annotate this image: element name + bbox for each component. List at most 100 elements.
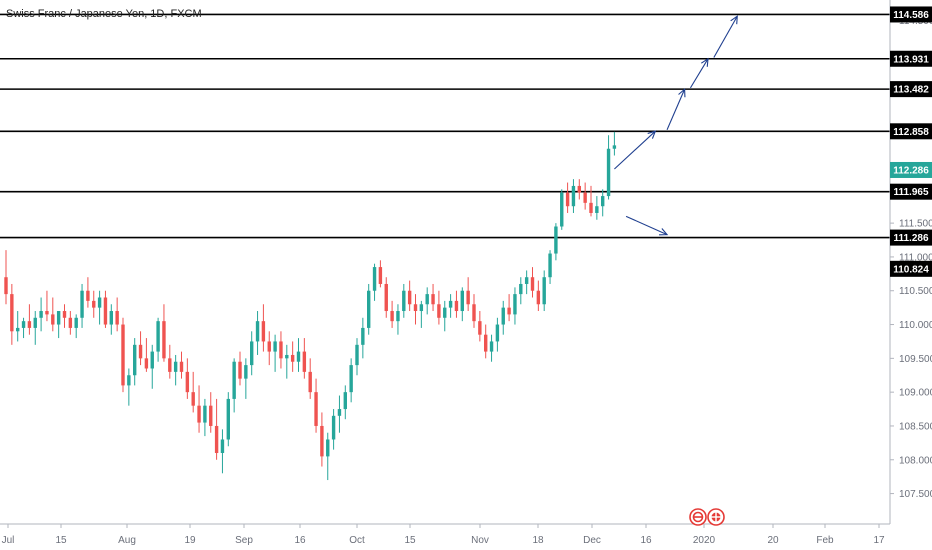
candle-down: [168, 358, 172, 372]
price-tick-label: 107.500: [899, 489, 932, 500]
candle-down: [577, 185, 581, 193]
candle-up: [173, 361, 178, 372]
candle-up: [343, 392, 347, 410]
candle-down: [320, 425, 324, 457]
candle-down: [10, 294, 14, 332]
candle-up: [402, 290, 406, 312]
price-level-badge: [890, 50, 932, 67]
candle-up: [56, 311, 61, 325]
candle-down: [454, 300, 459, 312]
price-tick-label: 108.500: [899, 421, 932, 432]
projection-arrow-line[interactable]: [689, 58, 709, 89]
price-level-badge: [890, 81, 932, 98]
time-tick-label: Oct: [349, 535, 365, 546]
price-tick-label: 108.000: [899, 455, 932, 466]
price-level-badge: [890, 229, 932, 246]
candle-up: [396, 311, 400, 322]
price-level-value: 111.965: [893, 187, 928, 198]
candle-up: [448, 300, 453, 308]
candle-up: [33, 317, 37, 328]
candle-down: [378, 267, 383, 284]
price-tick-label: 109.000: [899, 388, 932, 399]
candle-down: [407, 290, 412, 305]
candle-down: [302, 351, 307, 372]
candle-up: [109, 311, 113, 325]
candle-up: [133, 344, 137, 376]
candle-down: [115, 311, 119, 325]
candle-up: [612, 145, 617, 149]
candle-down: [214, 425, 219, 454]
candle-down: [27, 321, 32, 328]
time-tick-label: 18: [532, 535, 544, 546]
candle-up: [524, 277, 529, 284]
candle-down: [185, 371, 190, 393]
candle-down: [92, 300, 96, 308]
projection-arrow-line[interactable]: [625, 215, 668, 236]
horizontal-levels[interactable]: [0, 13, 890, 239]
candle-up: [74, 317, 78, 328]
time-tick-label: 2020: [693, 535, 716, 546]
price-level-value: 112.286: [893, 165, 929, 176]
projection-arrow-head: [730, 15, 738, 25]
candle-down: [121, 324, 125, 386]
candle-down: [209, 405, 213, 426]
candle-up: [519, 283, 523, 295]
candle-down: [466, 290, 470, 305]
time-tick-label: Jul: [2, 535, 15, 546]
candle-down: [308, 371, 312, 393]
candle-down: [267, 341, 271, 352]
candle-up: [97, 297, 102, 308]
projection-arrow-head: [678, 88, 686, 98]
time-axis[interactable]: Jul 15 Aug 19 Sep 16 Oct 15 Nov 18 Dec 16 2020 20 Feb 1…: [2, 524, 885, 546]
candle-up: [127, 375, 131, 386]
candle-up: [372, 267, 377, 291]
price-level-value: 110.824: [893, 264, 929, 275]
price-level-badge: [890, 6, 932, 23]
candle-up: [495, 324, 500, 342]
price-tick-label: 111.000: [899, 252, 932, 263]
candle-up: [501, 307, 505, 325]
candle-down: [536, 290, 541, 305]
time-tick-label: 16: [640, 535, 652, 546]
candle-down: [589, 202, 593, 213]
price-level-value: 113.482: [893, 85, 929, 96]
projection-arrow-line[interactable]: [614, 130, 656, 170]
time-tick-label: Dec: [583, 535, 601, 546]
time-tick-label: Sep: [235, 535, 253, 546]
price-level-value: 114.586: [893, 10, 929, 21]
candle-down: [530, 277, 535, 291]
candle-down: [431, 294, 435, 305]
projection-arrow-line[interactable]: [666, 89, 686, 131]
candle-up: [39, 311, 43, 318]
candle-up: [331, 415, 336, 440]
replay-badge-icon[interactable]: [689, 508, 707, 526]
candle-down: [191, 392, 195, 406]
price-tick-label: 111.500: [899, 219, 932, 230]
candle-down: [68, 317, 73, 328]
candle-up: [80, 290, 84, 318]
candle-up: [460, 290, 464, 312]
time-tick-label: 20: [767, 535, 779, 546]
time-tick-label: 15: [404, 535, 416, 546]
candle-up: [606, 148, 611, 197]
candle-down: [390, 311, 394, 322]
candle-up: [554, 226, 558, 254]
projection-arrow-line[interactable]: [713, 15, 738, 58]
candle-up: [296, 351, 301, 362]
candle-down: [51, 314, 55, 325]
candle-down: [413, 304, 418, 312]
projection-arrows[interactable]: [614, 15, 738, 236]
candle-up: [255, 321, 260, 342]
candle-down: [507, 307, 511, 315]
price-level-badge: [890, 183, 932, 200]
candle-up: [203, 405, 207, 423]
candle-up: [419, 304, 424, 312]
candle-down: [45, 311, 49, 315]
candle-down: [238, 361, 242, 379]
candle-down: [565, 192, 570, 207]
candle-down: [478, 321, 482, 335]
candle-up: [16, 327, 20, 332]
target-badge-icon[interactable]: [707, 508, 725, 526]
